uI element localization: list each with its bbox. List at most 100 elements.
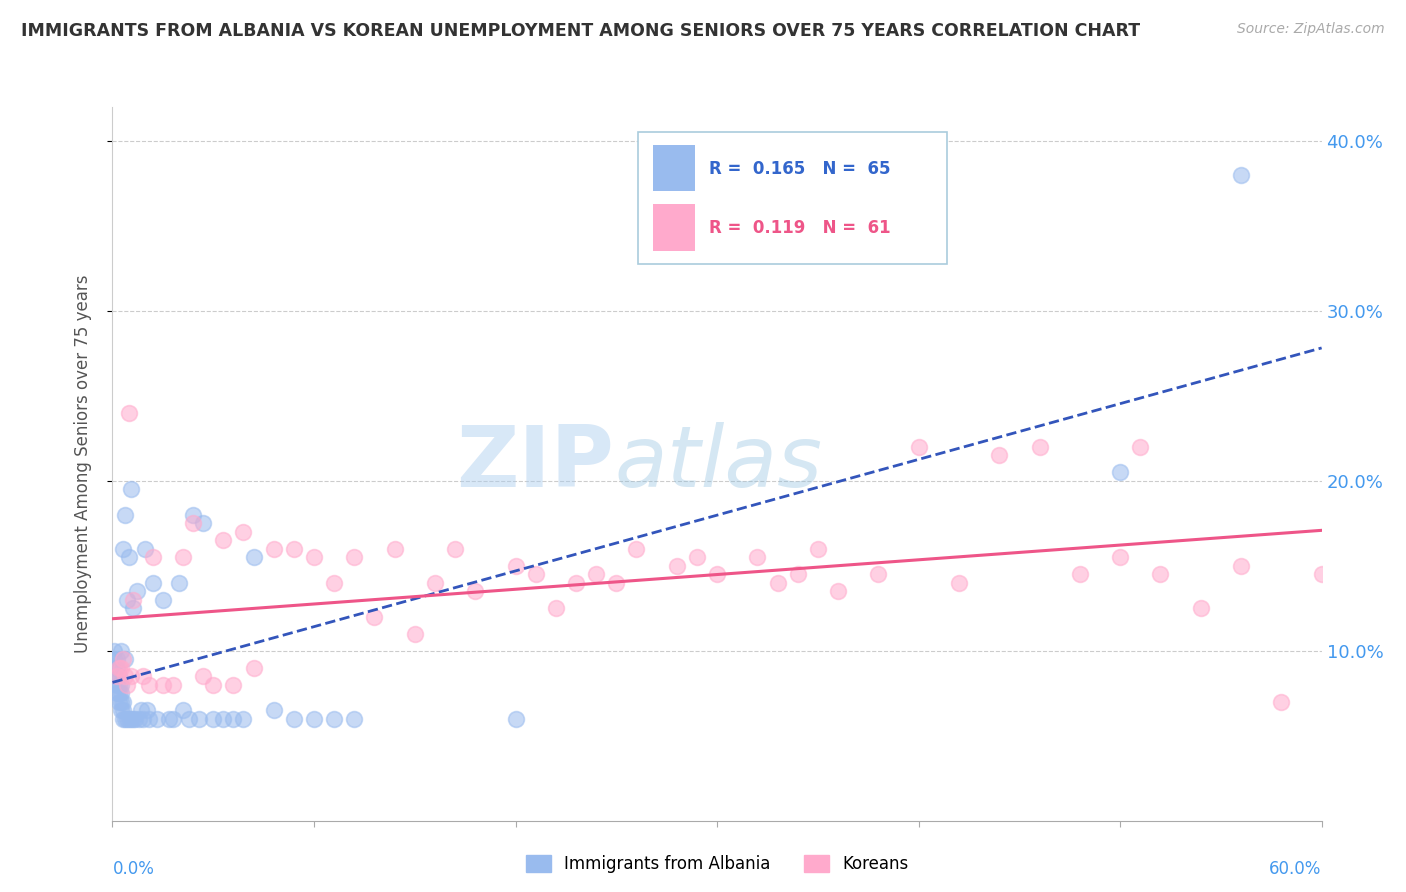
Point [111,541,134,556]
Point [1069,567,1091,582]
Point [120,712,142,726]
Point [384,541,406,556]
Point [686,550,709,565]
Point [868,567,890,582]
Point [124,712,146,726]
Point [1149,567,1171,582]
Point [242,550,264,565]
Point [464,584,486,599]
Point [103,661,125,675]
Point [323,712,346,726]
Point [706,567,728,582]
Point [665,558,688,573]
Point [110,703,132,717]
Point [110,678,132,692]
Point [1109,550,1132,565]
Point [605,575,627,590]
Point [1310,567,1333,582]
Point [283,712,305,726]
Point [138,712,160,726]
Text: R =  0.165   N =  65: R = 0.165 N = 65 [709,160,890,178]
Point [114,652,136,666]
Point [111,712,134,726]
Point [423,575,446,590]
Point [404,626,426,640]
Point [242,661,264,675]
Point [105,678,128,692]
Point [125,584,148,599]
Point [747,550,769,565]
Point [115,712,138,726]
Point [162,678,184,692]
Point [135,703,157,717]
Point [988,448,1011,462]
Point [107,686,129,700]
Point [138,678,160,692]
Point [105,686,128,700]
Point [222,712,245,726]
Point [103,644,125,658]
Point [181,516,204,531]
FancyBboxPatch shape [638,132,946,264]
Point [121,712,143,726]
Point [132,669,155,683]
Point [120,669,142,683]
Point [105,661,128,675]
Point [505,712,527,726]
Point [505,558,527,573]
Text: 60.0%: 60.0% [1270,860,1322,878]
Y-axis label: Unemployment Among Seniors over 75 years: Unemployment Among Seniors over 75 years [73,275,91,653]
FancyBboxPatch shape [652,204,696,251]
Point [232,524,254,539]
Point [105,652,128,666]
Point [444,541,467,556]
Point [1129,440,1152,454]
Point [626,541,648,556]
Point [111,652,134,666]
Point [585,567,607,582]
Point [1230,558,1253,573]
Point [202,712,225,726]
Point [111,703,134,717]
Text: IMMIGRANTS FROM ALBANIA VS KOREAN UNEMPLOYMENT AMONG SENIORS OVER 75 YEARS CORRE: IMMIGRANTS FROM ALBANIA VS KOREAN UNEMPL… [21,22,1140,40]
Point [907,440,929,454]
Point [202,678,225,692]
Point [114,712,136,726]
Point [132,712,155,726]
Point [152,592,174,607]
Legend: Immigrants from Albania, Koreans: Immigrants from Albania, Koreans [519,848,915,880]
Point [117,406,139,420]
Point [212,712,235,726]
Point [115,678,138,692]
Point [263,541,285,556]
Point [121,592,143,607]
Point [107,669,129,683]
Point [222,678,245,692]
Point [232,712,254,726]
Point [1109,466,1132,480]
Point [115,592,138,607]
Point [212,533,235,548]
Point [157,712,180,726]
Point [110,686,132,700]
Point [146,712,169,726]
Point [129,703,152,717]
Point [524,567,547,582]
Point [1028,440,1050,454]
Point [363,609,385,624]
Point [948,575,970,590]
Point [110,661,132,675]
Text: ZIP: ZIP [457,422,614,506]
Point [1189,601,1212,615]
Point [181,508,204,522]
Point [103,652,125,666]
Point [343,550,366,565]
Text: 0.0%: 0.0% [112,860,155,878]
Point [544,601,567,615]
Point [152,678,174,692]
Point [134,541,156,556]
Point [121,601,143,615]
Point [111,695,134,709]
Point [1230,168,1253,182]
Point [117,712,139,726]
